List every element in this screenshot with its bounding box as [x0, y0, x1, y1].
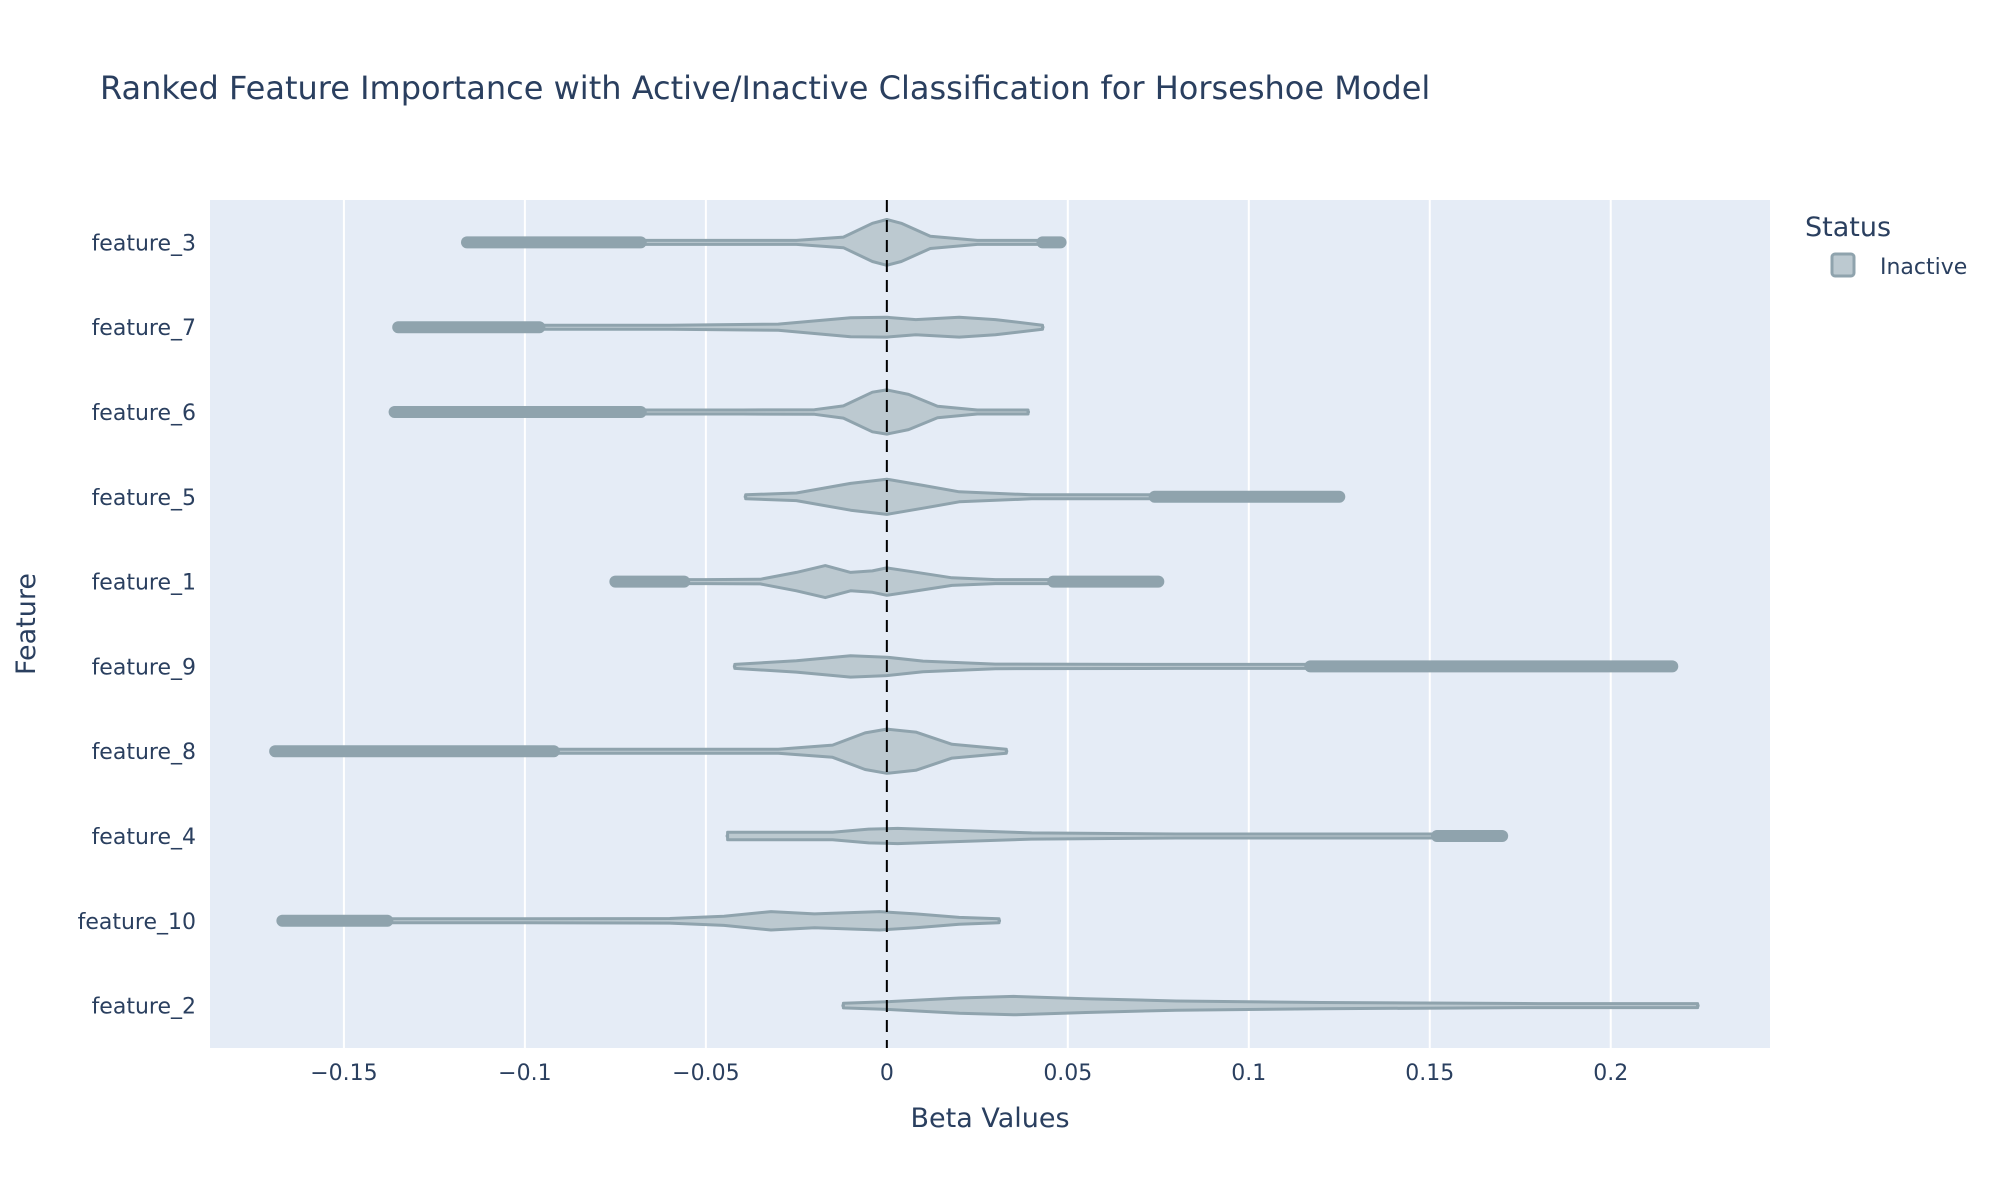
y-tick-label: feature_7	[92, 316, 196, 341]
y-axis-title: Feature	[11, 573, 42, 675]
y-axis-tick-labels: feature_3 feature_7 feature_6 feature_5feat…	[78, 231, 196, 1019]
x-tick-label: −0.15	[310, 1061, 377, 1086]
chart-title: Ranked Feature Importance with Active/In…	[100, 69, 1430, 107]
legend-label-inactive[interactable]: Inactive	[1880, 255, 1967, 280]
violin-feature-10[interactable]	[276, 910, 1002, 932]
y-tick-label: feature_8	[92, 740, 196, 765]
violin-feature-6[interactable]	[388, 388, 1031, 436]
x-tick-label: −0.05	[672, 1061, 739, 1086]
y-tick-label: feature_10	[78, 910, 196, 935]
x-axis-tick-labels: −0.15 −0.1 −0.05 0 0.05 0.1 0.15 0.2	[310, 1061, 1628, 1086]
legend-title: Status	[1805, 212, 1891, 243]
violin-body	[396, 315, 1044, 339]
y-tick-label: feature_9	[92, 655, 196, 680]
legend[interactable]: Status Inactive	[1805, 212, 1967, 280]
violin-body	[393, 388, 1030, 436]
violin-feature-3[interactable]	[460, 218, 1067, 267]
y-tick-label: feature_5	[92, 486, 196, 511]
violin-feature-5[interactable]	[743, 477, 1346, 516]
x-tick-label: 0.15	[1405, 1061, 1454, 1086]
violin-body	[841, 994, 1700, 1017]
violin-body	[280, 910, 1001, 932]
violin-feature-7[interactable]	[392, 315, 1045, 339]
y-tick-label: feature_3	[92, 231, 196, 256]
x-tick-label: 0.1	[1231, 1061, 1266, 1086]
x-tick-label: 0.2	[1593, 1061, 1628, 1086]
violin-feature-2[interactable]	[841, 994, 1700, 1017]
violin-feature-9[interactable]	[732, 654, 1679, 679]
y-tick-label: feature_2	[92, 995, 196, 1020]
x-tick-label: 0.05	[1043, 1061, 1092, 1086]
x-tick-label: 0	[880, 1061, 894, 1086]
violin-feature-4[interactable]	[725, 826, 1509, 846]
legend-swatch-inactive[interactable]	[1830, 252, 1856, 278]
y-tick-label: feature_6	[92, 401, 196, 426]
violin-body	[273, 727, 1008, 775]
x-tick-label: −0.1	[498, 1061, 551, 1086]
y-tick-label: feature_4	[92, 825, 196, 850]
y-tick-label: feature_1	[92, 571, 196, 596]
plot-area	[210, 200, 1770, 1048]
gridlines	[342, 200, 1612, 1048]
violins	[269, 218, 1700, 1017]
violin-feature-8[interactable]	[269, 727, 1009, 775]
x-axis-title: Beta Values	[910, 1103, 1069, 1134]
